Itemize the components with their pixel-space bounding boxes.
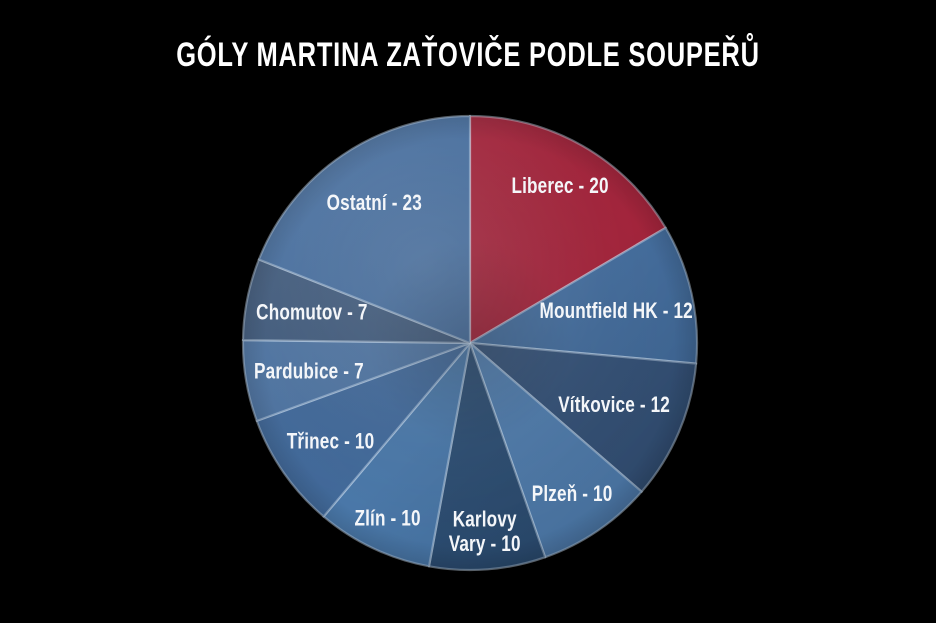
chart-title: GÓLY MARTINA ZAŤOVIČE PODLE SOUPEŘŮ [176, 36, 760, 74]
pie-slices-group [241, 114, 699, 572]
